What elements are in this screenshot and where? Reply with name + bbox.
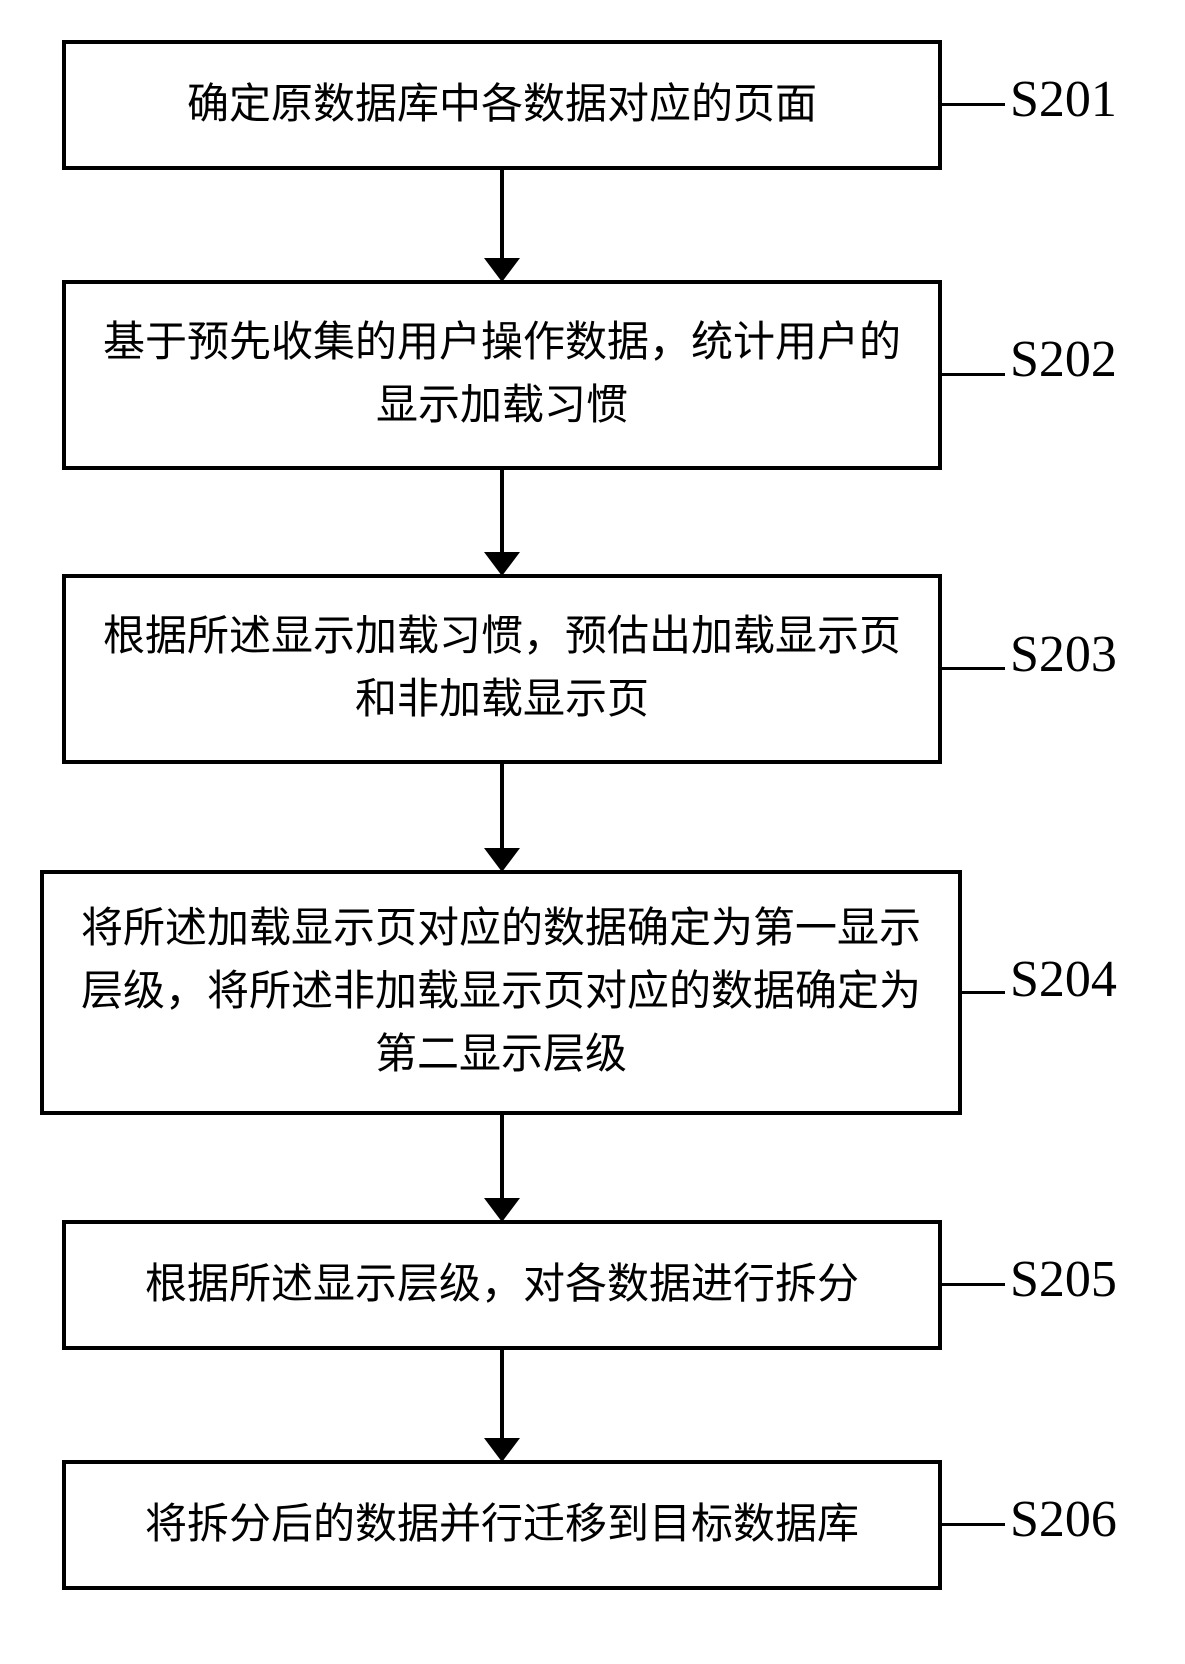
connector-s202 <box>942 373 1005 376</box>
label-s201: S201 <box>1010 70 1117 129</box>
arrow-1-line <box>500 170 504 262</box>
node-s204: 将所述加载显示页对应的数据确定为第一显示层级，将所述非加载显示页对应的数据确定为… <box>40 870 962 1115</box>
connector-s205 <box>942 1283 1005 1286</box>
node-text: 将拆分后的数据并行迁移到目标数据库 <box>145 1494 859 1557</box>
label-s204: S204 <box>1010 950 1117 1009</box>
label-s202: S202 <box>1010 330 1117 389</box>
node-text: 确定原数据库中各数据对应的页面 <box>187 74 817 137</box>
arrow-2-line <box>500 470 504 556</box>
node-text: 根据所述显示层级，对各数据进行拆分 <box>145 1254 859 1317</box>
label-s206: S206 <box>1010 1490 1117 1549</box>
arrow-3-line <box>500 764 504 852</box>
flowchart-canvas: 确定原数据库中各数据对应的页面 S201 基于预先收集的用户操作数据，统计用户的… <box>0 0 1185 1664</box>
node-text: 根据所述显示加载习惯，预估出加载显示页和非加载显示页 <box>90 606 914 732</box>
node-text: 将所述加载显示页对应的数据确定为第一显示层级，将所述非加载显示页对应的数据确定为… <box>68 898 934 1087</box>
connector-s206 <box>942 1523 1005 1526</box>
node-s201: 确定原数据库中各数据对应的页面 <box>62 40 942 170</box>
arrow-3-head <box>484 848 520 872</box>
node-s206: 将拆分后的数据并行迁移到目标数据库 <box>62 1460 942 1590</box>
arrow-2-head <box>484 552 520 576</box>
node-s202: 基于预先收集的用户操作数据，统计用户的显示加载习惯 <box>62 280 942 470</box>
connector-s201 <box>942 103 1005 106</box>
arrow-5-line <box>500 1350 504 1442</box>
connector-s204 <box>962 991 1005 994</box>
arrow-4-line <box>500 1115 504 1202</box>
node-text: 基于预先收集的用户操作数据，统计用户的显示加载习惯 <box>90 312 914 438</box>
label-s205: S205 <box>1010 1250 1117 1309</box>
label-s203: S203 <box>1010 625 1117 684</box>
arrow-4-head <box>484 1198 520 1222</box>
arrow-1-head <box>484 258 520 282</box>
arrow-5-head <box>484 1438 520 1462</box>
node-s205: 根据所述显示层级，对各数据进行拆分 <box>62 1220 942 1350</box>
node-s203: 根据所述显示加载习惯，预估出加载显示页和非加载显示页 <box>62 574 942 764</box>
connector-s203 <box>942 667 1005 670</box>
